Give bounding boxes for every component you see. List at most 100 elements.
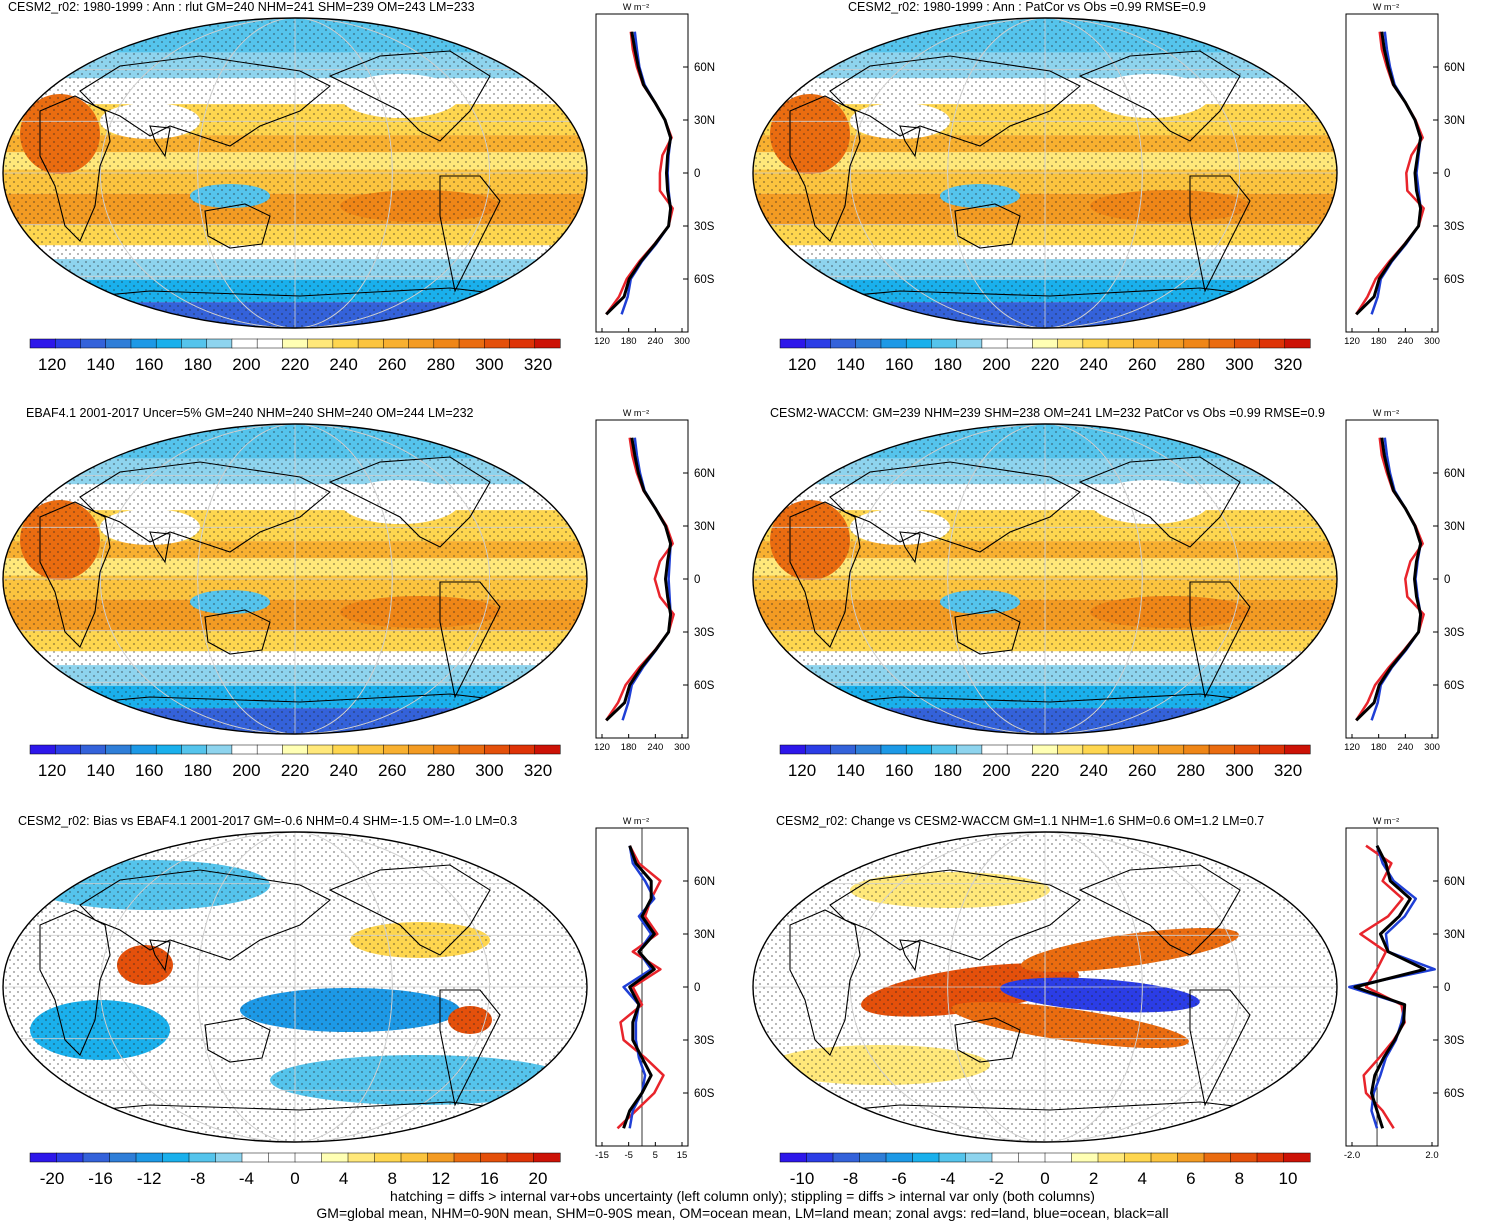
colorbar-swatch [82, 1152, 111, 1163]
zonal-line-ocean [1348, 845, 1436, 1129]
panel-bias: CESM2_r02: Bias vs EBAF4.1 2001-2017 GM=… [0, 814, 742, 1194]
colorbar-swatch [905, 744, 932, 755]
colorbar-label: -20 [40, 1169, 65, 1188]
colorbar-swatch [832, 1152, 861, 1163]
colorbar-swatch [130, 338, 157, 349]
colorbar-swatch [400, 1152, 429, 1163]
zonal-mean-plot: W m⁻² 60N 30N 0 30S 60S 120 180 240 300 [1344, 2, 1465, 347]
zonal-x-tick-label: 240 [647, 336, 663, 347]
colorbar-label: 140 [86, 355, 114, 374]
colorbar-swatch [105, 338, 132, 349]
colorbar: 120 140 160 180 200 220 240 260 280 300 320 [779, 338, 1311, 374]
colorbar-swatch [1256, 1152, 1285, 1163]
lat-tick-label: 0 [1444, 168, 1450, 180]
europe-asia-outline [79, 461, 331, 553]
zonal-line-ocean [620, 31, 672, 315]
colorbar-label: -8 [843, 1169, 858, 1188]
lat-tick-label: 60N [1444, 468, 1465, 480]
europe-asia-outline [829, 869, 1081, 961]
north-america-outline [328, 50, 491, 142]
colorbar-swatch [181, 338, 208, 349]
south-america-outline [1189, 989, 1251, 1107]
colorbar-label: 10 [1279, 1169, 1298, 1188]
colorbar-swatch [294, 1152, 323, 1163]
colorbar-label: 16 [480, 1169, 499, 1188]
map-border [2, 423, 588, 735]
north-america-outline [328, 864, 491, 956]
australia-outline [204, 203, 271, 249]
colorbar-label: 260 [378, 355, 406, 374]
colorbar-label: 180 [184, 355, 212, 374]
lat-tick-label: 0 [694, 982, 700, 994]
south-america-outline [1189, 175, 1251, 293]
colorbar-swatch [1203, 1152, 1232, 1163]
zonal-x-tick-label: 300 [674, 742, 690, 753]
australia-outline [954, 203, 1021, 249]
colorbar-swatch [1082, 744, 1109, 755]
colorbar-label: 280 [1177, 355, 1205, 374]
colorbar-label: 260 [1128, 355, 1156, 374]
meridian-line [197, 18, 393, 328]
colorbar-swatch [268, 1152, 296, 1163]
colorbar-swatch [534, 338, 561, 349]
map-border [752, 423, 1338, 735]
colorbar-swatch [453, 1152, 482, 1163]
colorbar-swatch [181, 744, 208, 755]
colorbar-swatch [1071, 1152, 1099, 1163]
panel-obs-ebaf: EBAF4.1 2001-2017 Uncer=5% GM=240 NHM=24… [0, 406, 742, 786]
panel-title: CESM2_r02: 1980-1999 : Ann : rlut GM=240… [8, 0, 475, 14]
map-border [752, 831, 1338, 1143]
zonal-line-all [1355, 31, 1423, 316]
lat-tick-label: 0 [1444, 982, 1450, 994]
colorbar-swatch [1107, 338, 1134, 349]
colorbar-swatch [347, 1152, 376, 1163]
zonal-x-tick-label: 240 [647, 742, 663, 753]
lat-tick-label: 60S [694, 1088, 715, 1100]
colorbar-label: 120 [38, 761, 66, 780]
colorbar-label: 320 [1274, 761, 1302, 780]
graticule [753, 18, 1337, 328]
zonal-mean-plot: W m⁻² 60N 30N 0 30S 60S 120 180 240 300 [594, 408, 715, 753]
lat-tick-label: 60S [1444, 1088, 1465, 1100]
zonal-x-tick-label: 5 [653, 1150, 658, 1161]
footer-note-2: GM=global mean, NHM=0-90N mean, SHM=0-90… [316, 1205, 1169, 1221]
panel-change: CESM2_r02: Change vs CESM2-WACCM GM=1.1 … [750, 814, 1485, 1194]
colorbar-swatch [155, 338, 182, 349]
zonal-x-tick-label: 300 [674, 336, 690, 347]
colorbar-label: 260 [1128, 761, 1156, 780]
colorbar-swatch [855, 338, 882, 349]
colorbar-swatch [332, 744, 359, 755]
colorbar-swatch [880, 338, 907, 349]
zonal-line-all [605, 437, 673, 722]
lat-tick-label: 30S [1444, 1035, 1465, 1047]
zonal-x-tick-label: 240 [1397, 336, 1413, 347]
colorbar-swatch [206, 338, 233, 349]
meridian-line [947, 424, 1143, 734]
lat-tick-label: 30S [1444, 627, 1465, 639]
colorbar-label: 280 [427, 761, 455, 780]
colorbar-label: 300 [475, 761, 503, 780]
lat-tick-label: 30N [694, 115, 715, 127]
colorbar-label: 180 [184, 761, 212, 780]
colorbar-swatch [830, 338, 857, 349]
colorbar-label: 6 [1186, 1169, 1195, 1188]
colorbar-label: 220 [281, 355, 309, 374]
colorbar-swatch [1284, 744, 1311, 755]
india-outline [149, 531, 171, 564]
colorbar-label: 140 [836, 761, 864, 780]
colorbar-swatch [1208, 744, 1235, 755]
zonal-x-tick-label: -2.0 [1344, 1150, 1360, 1161]
zonal-line-land [1359, 844, 1406, 1129]
colorbar-swatch [804, 338, 832, 349]
map-border [2, 17, 588, 329]
colorbar: -10 -8 -6 -4 -2 0 2 4 6 8 10 [779, 1152, 1311, 1188]
south-america-outline [439, 175, 501, 293]
colorbar-label: 120 [788, 355, 816, 374]
colorbar-label: 4 [339, 1169, 348, 1188]
graticule [3, 424, 587, 734]
zonal-mean-plot: W m⁻² 60N 30N 0 30S 60S -15 -5 5 15 [595, 816, 715, 1161]
colorbar-swatch [804, 744, 832, 755]
colorbar-swatch [509, 744, 536, 755]
colorbar-label: 8 [1235, 1169, 1244, 1188]
colorbar-swatch [408, 338, 435, 349]
